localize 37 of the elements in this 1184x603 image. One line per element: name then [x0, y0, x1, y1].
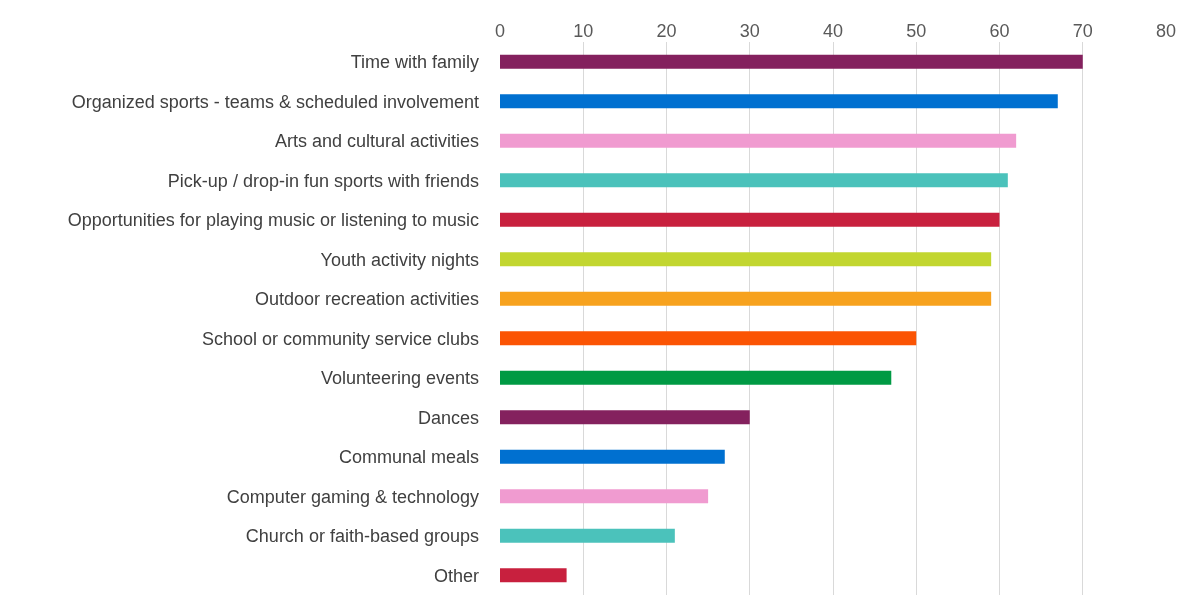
- x-tick-label: 80: [1155, 21, 1177, 42]
- bar: [500, 252, 992, 267]
- bar: [500, 212, 1000, 227]
- x-tick-label: 50: [906, 21, 927, 42]
- x-tick-label: 60: [989, 21, 1010, 42]
- x-tick-label: 10: [573, 21, 594, 42]
- y-tick-label: Dances: [417, 407, 479, 428]
- x-tick-label: 0: [494, 21, 506, 42]
- y-tick-label: Pick-up / drop-in fun sports with friends: [167, 170, 479, 191]
- bar: [500, 528, 675, 543]
- x-tick-label: 30: [739, 21, 760, 42]
- bar: [500, 489, 709, 504]
- y-tick-label: Outdoor recreation activities: [254, 289, 479, 310]
- bar: [500, 370, 892, 385]
- bar: [500, 331, 917, 346]
- y-tick-label: Computer gaming & technology: [226, 486, 479, 507]
- bar: [500, 449, 725, 464]
- bar: [500, 291, 992, 306]
- y-tick-label: Volunteering events: [320, 368, 479, 389]
- bar: [500, 133, 1017, 148]
- bar: [500, 410, 750, 425]
- y-tick-label: Organized sports - teams & scheduled involvement: [71, 91, 479, 112]
- y-tick-label: Youth activity nights: [320, 249, 479, 270]
- y-tick-label: Church or faith-based groups: [245, 526, 479, 547]
- x-tick-label: 40: [822, 21, 844, 42]
- bar: [500, 568, 567, 583]
- x-tick-label: 70: [1072, 21, 1093, 42]
- y-tick-label: Opportunities for playing music or listening to music: [67, 210, 479, 231]
- y-tick-label: Arts and cultural activities: [274, 131, 479, 152]
- bar: [500, 54, 1083, 69]
- bar: [500, 94, 1058, 109]
- y-tick-label: School or community service clubs: [201, 328, 479, 349]
- y-tick-label: Communal meals: [338, 447, 479, 468]
- bar: [500, 173, 1008, 188]
- x-tick-label: 20: [656, 21, 677, 42]
- y-tick-label: Other: [433, 565, 479, 586]
- y-tick-label: Time with family: [350, 52, 479, 73]
